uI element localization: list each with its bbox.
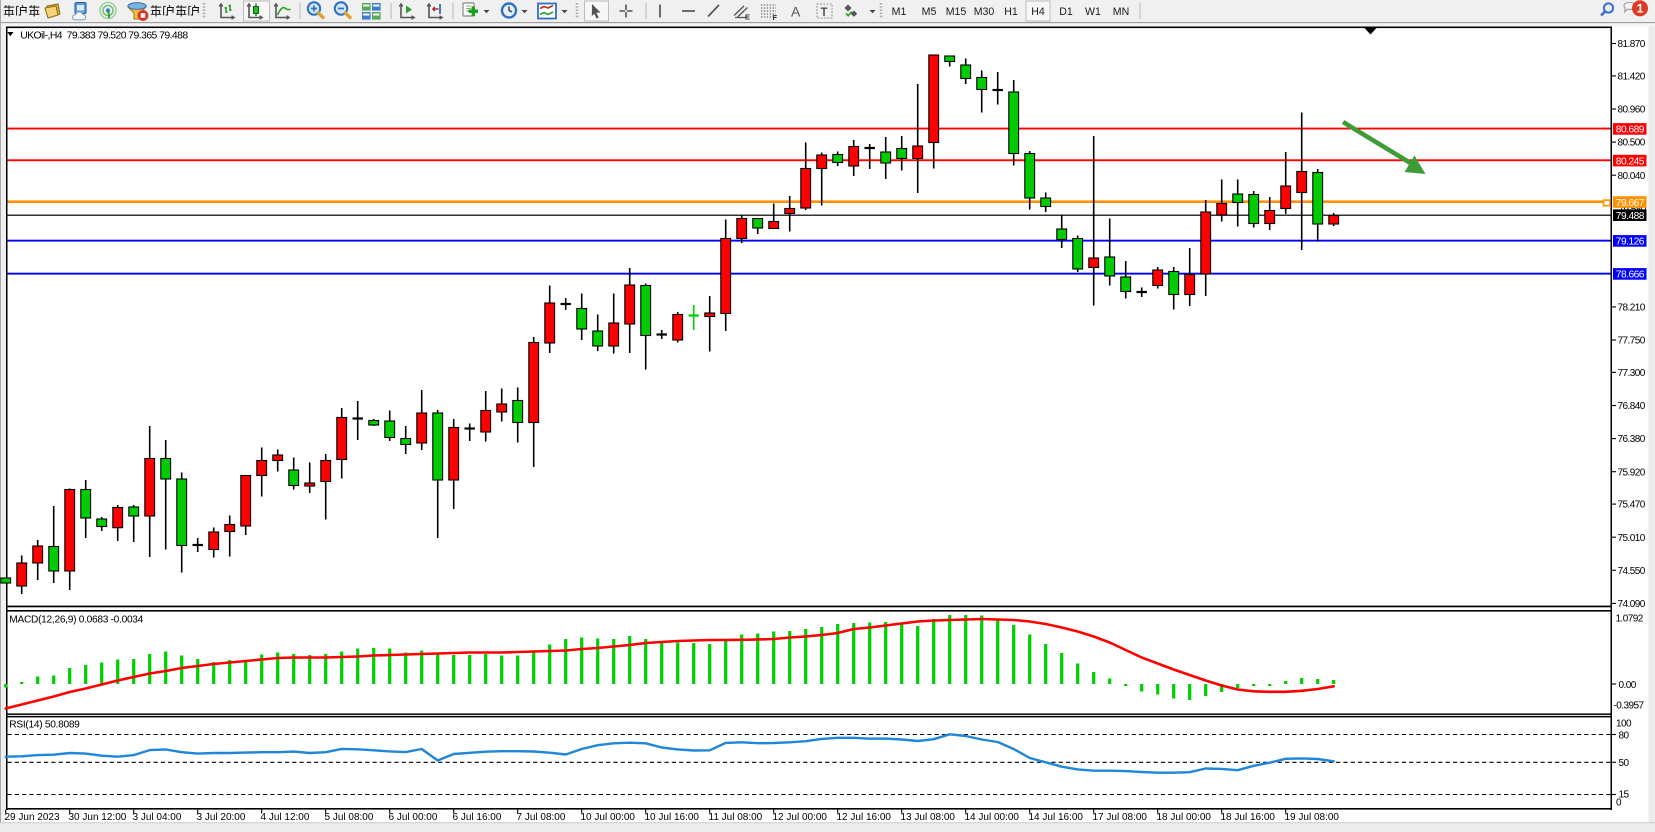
svg-text:A: A	[791, 4, 801, 20]
svg-text:1: 1	[1637, 2, 1644, 16]
svg-text:F: F	[773, 13, 778, 22]
svg-text:75.470: 75.470	[1618, 500, 1646, 511]
svg-text:78.666: 78.666	[1616, 270, 1645, 281]
svg-text:18 Jul 16:00: 18 Jul 16:00	[1221, 812, 1276, 823]
svg-text:-0.3957: -0.3957	[1614, 701, 1645, 712]
svg-text:75.920: 75.920	[1618, 467, 1646, 478]
svg-text:6 Jul 16:00: 6 Jul 16:00	[453, 812, 502, 823]
svg-text:80.960: 80.960	[1618, 105, 1646, 116]
svg-text:14 Jul 16:00: 14 Jul 16:00	[1029, 812, 1084, 823]
svg-text:MACD(12,26,9) 0.0683 -0.0034: MACD(12,26,9) 0.0683 -0.0034	[9, 614, 143, 625]
svg-text:0: 0	[1616, 798, 1622, 809]
svg-text:13 Jul 08:00: 13 Jul 08:00	[901, 812, 956, 823]
svg-text:T: T	[821, 7, 828, 19]
svg-text:15: 15	[1619, 790, 1630, 801]
svg-text:77.750: 77.750	[1618, 336, 1646, 347]
svg-text:MN: MN	[1113, 6, 1129, 18]
svg-text:10 Jul 16:00: 10 Jul 16:00	[645, 812, 700, 823]
svg-text:76.840: 76.840	[1618, 401, 1646, 412]
svg-text:76.380: 76.380	[1618, 434, 1646, 445]
svg-text:12 Jul 00:00: 12 Jul 00:00	[773, 812, 828, 823]
svg-text:W1: W1	[1085, 6, 1101, 18]
svg-text:10 Jul 00:00: 10 Jul 00:00	[581, 812, 636, 823]
svg-text:79.126: 79.126	[1616, 237, 1645, 248]
svg-text:H4: H4	[1031, 6, 1045, 18]
svg-text:3 Jul 04:00: 3 Jul 04:00	[133, 812, 182, 823]
svg-text:0.00: 0.00	[1619, 680, 1637, 691]
svg-text:30 Jun 12:00: 30 Jun 12:00	[69, 812, 127, 823]
svg-text:79.488: 79.488	[1616, 211, 1645, 222]
svg-text:7 Jul 08:00: 7 Jul 08:00	[517, 812, 566, 823]
svg-text:80.245: 80.245	[1616, 156, 1645, 167]
svg-text:RSI(14) 50.8089: RSI(14) 50.8089	[9, 720, 80, 731]
svg-text:78.210: 78.210	[1618, 303, 1646, 314]
svg-text:M30: M30	[974, 6, 995, 18]
svg-text:75.010: 75.010	[1618, 533, 1646, 544]
svg-text:100: 100	[1616, 719, 1632, 730]
svg-text:80: 80	[1619, 731, 1630, 742]
svg-text:E: E	[745, 13, 750, 22]
svg-text:1.0792: 1.0792	[1616, 614, 1644, 625]
svg-text:74.090: 74.090	[1618, 599, 1646, 610]
svg-text:80.500: 80.500	[1618, 138, 1646, 149]
svg-text:74.550: 74.550	[1618, 566, 1646, 577]
svg-text:5 Jul 08:00: 5 Jul 08:00	[325, 812, 374, 823]
svg-text:50: 50	[1619, 758, 1630, 769]
svg-text:6 Jul 00:00: 6 Jul 00:00	[389, 812, 438, 823]
svg-text:M5: M5	[922, 6, 937, 18]
svg-text:M1: M1	[892, 6, 907, 18]
svg-text:3 Jul 20:00: 3 Jul 20:00	[197, 812, 246, 823]
svg-text:77.300: 77.300	[1618, 368, 1646, 379]
svg-text:80.689: 80.689	[1616, 125, 1645, 136]
svg-text:17 Jul 08:00: 17 Jul 08:00	[1093, 812, 1148, 823]
svg-text:D1: D1	[1059, 6, 1073, 18]
svg-text:12 Jul 16:00: 12 Jul 16:00	[837, 812, 892, 823]
svg-text:81.420: 81.420	[1618, 72, 1646, 83]
svg-text:14 Jul 00:00: 14 Jul 00:00	[965, 812, 1020, 823]
svg-text:81.870: 81.870	[1618, 39, 1646, 50]
svg-text:4 Jul 12:00: 4 Jul 12:00	[261, 812, 310, 823]
svg-text:18 Jul 00:00: 18 Jul 00:00	[1157, 812, 1212, 823]
svg-text:79.667: 79.667	[1616, 198, 1645, 209]
svg-text:19 Jul 08:00: 19 Jul 08:00	[1285, 812, 1340, 823]
svg-text:29 Jun 2023: 29 Jun 2023	[5, 812, 60, 823]
svg-text:H1: H1	[1004, 6, 1018, 18]
svg-text:11 Jul 08:00: 11 Jul 08:00	[709, 812, 763, 823]
svg-text:80.040: 80.040	[1618, 171, 1646, 182]
svg-text:M15: M15	[946, 6, 967, 18]
svg-text:UKOil-,H4 79.383 79.520 79.36: UKOil-,H4 79.383 79.520 79.365 79.488	[20, 31, 188, 42]
